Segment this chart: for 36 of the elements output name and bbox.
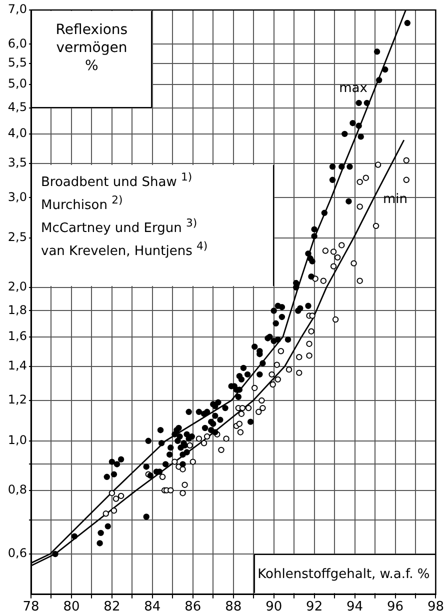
x-tick-label: 98	[427, 600, 444, 615]
y-tick-label: 1,8	[8, 302, 27, 317]
y-tick-label: 4,0	[8, 126, 27, 140]
y-tick-label: 1,4	[8, 358, 27, 373]
y-tick-label: 2,5	[8, 230, 27, 244]
annotation: Murchison $^{2)}$	[41, 194, 124, 215]
y-tick-label: 1,2	[8, 392, 27, 407]
x-tick-label: 82	[104, 600, 120, 615]
x-tick-label: 92	[306, 600, 323, 615]
label-box: Reflexions vermögen %	[32, 11, 152, 108]
annotation: van Krevelen, Huntjens $^{4)}$	[41, 240, 209, 261]
x-tick-label: 86	[184, 600, 202, 615]
y-tick-label: 5,5	[8, 56, 27, 70]
annotation: McCartney und Ergun $^{3)}$	[41, 216, 198, 238]
y-tick-label: 1,6	[8, 328, 27, 343]
y-tick-label: 3,5	[8, 156, 27, 170]
x-tick-label: 80	[63, 600, 80, 615]
y-tick-label: 5,0	[8, 76, 27, 91]
x-tick-label: 94	[346, 600, 364, 615]
y-tick-label: 2,0	[8, 280, 27, 294]
y-tick-label: 1,0	[8, 433, 27, 448]
x-axis-title: Kohlenstoffgehalt, w.a.f. %	[258, 566, 430, 582]
y-axis-title: Reflexions vermögen %	[56, 21, 128, 75]
x-tick-label: 90	[266, 600, 282, 615]
y-tick-label: 6,0	[8, 36, 27, 50]
annotation: Broadbent und Shaw $^{1)}$	[41, 170, 194, 192]
y-tick-label: 0,8	[8, 482, 27, 496]
x-tick-label: 84	[144, 600, 161, 615]
label-box: Kohlenstoffgehalt, w.a.f. %	[254, 554, 435, 594]
x-tick-label: 88	[225, 600, 242, 615]
y-tick-label: 0,6	[8, 546, 27, 560]
x-tick-label: 78	[22, 600, 40, 615]
y-tick-label: 4,5	[8, 100, 27, 114]
y-tick-label: 7,0	[8, 2, 27, 16]
y-tick-label: 3,0	[8, 190, 27, 204]
x-tick-label: 96	[386, 600, 404, 615]
